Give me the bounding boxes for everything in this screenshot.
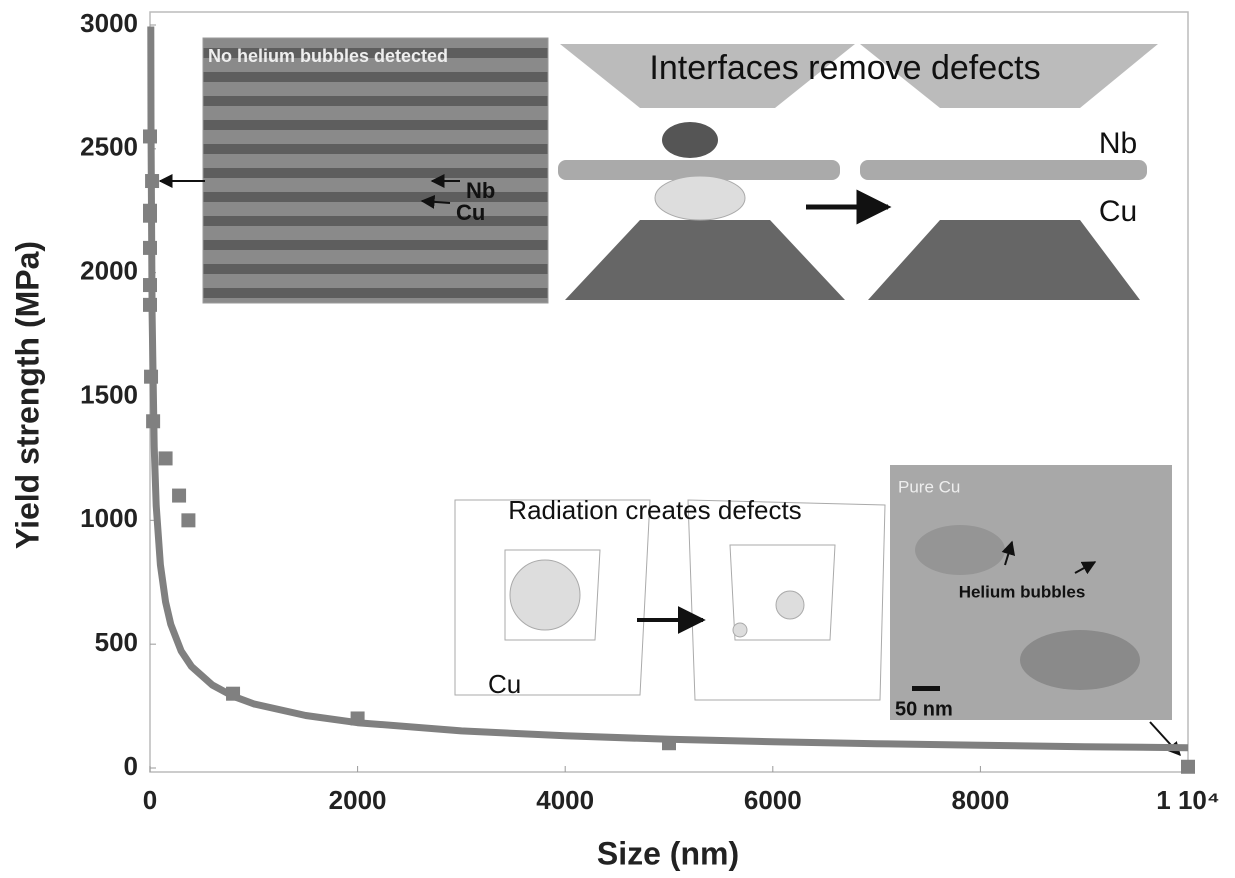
annotation: Helium bubbles <box>959 582 1086 601</box>
axes: 0 500 1000 1500 2000 2500 3000 0 2000 4000 6000 800… <box>80 8 1220 815</box>
box <box>729 544 836 641</box>
annotation: 50 nm <box>895 698 953 720</box>
cluster <box>732 622 748 638</box>
annotation: No helium bubbles detected <box>208 46 448 66</box>
annotation: Cu <box>1099 195 1137 228</box>
inset-md: Interfaces remove defects Nb Cu <box>555 40 1160 310</box>
x-tick-label: 2000 <box>329 785 387 815</box>
annotation: Nb <box>1099 127 1137 160</box>
inset-image <box>202 37 549 304</box>
x-tick-label: 0 <box>143 785 157 815</box>
scale-bar <box>912 686 940 691</box>
inset-tem: No helium bubbles detected Nb Cu <box>158 37 549 304</box>
x-tick-label: 8000 <box>951 785 1009 815</box>
point <box>181 513 196 528</box>
fit-line <box>147 26 1189 752</box>
y-tick-label: 3000 <box>80 8 138 38</box>
y-tick-label: 1000 <box>80 503 138 533</box>
layer <box>560 44 855 108</box>
annotation: Interfaces remove defects <box>649 49 1040 87</box>
inset-radiation: Radiation creates defects Cu <box>454 495 886 701</box>
x-tick-label: 6000 <box>744 785 802 815</box>
y-axis-label: Yield strength (MPa) <box>9 241 45 549</box>
data <box>143 26 1195 774</box>
inset-cu: Pure Cu Helium bubbles 50 nm <box>890 465 1181 757</box>
y-tick-label: 2500 <box>80 132 138 162</box>
cluster <box>654 175 746 221</box>
annotation: Cu <box>488 669 521 699</box>
annotation: Nb <box>466 178 495 203</box>
x-tick-label: 1 10⁴ <box>1156 785 1219 815</box>
annotation: Radiation creates defects <box>508 495 801 525</box>
cluster <box>509 559 581 631</box>
point <box>1181 759 1195 774</box>
annotation: Cu <box>456 200 485 225</box>
layer <box>860 160 1147 180</box>
texture <box>1020 630 1140 690</box>
x-tick-label: 4000 <box>536 785 594 815</box>
x-axis-label: Size (nm) <box>597 835 739 871</box>
annotation: Pure Cu <box>898 477 960 496</box>
texture <box>915 525 1005 575</box>
point <box>158 451 173 466</box>
layer <box>558 160 840 180</box>
layer <box>860 44 1158 108</box>
cluster <box>775 590 805 620</box>
y-tick-label: 1500 <box>80 379 138 409</box>
arrow <box>420 194 451 209</box>
layer <box>868 220 1140 300</box>
y-tick-label: 500 <box>95 627 138 657</box>
arrow <box>1074 561 1097 575</box>
layer <box>565 220 845 300</box>
point <box>172 488 187 503</box>
box <box>504 549 601 641</box>
cluster <box>662 122 718 158</box>
y-tick-label: 2000 <box>80 256 138 286</box>
box <box>454 499 651 696</box>
y-tick-label: 0 <box>124 751 138 781</box>
arrow <box>1001 540 1016 566</box>
